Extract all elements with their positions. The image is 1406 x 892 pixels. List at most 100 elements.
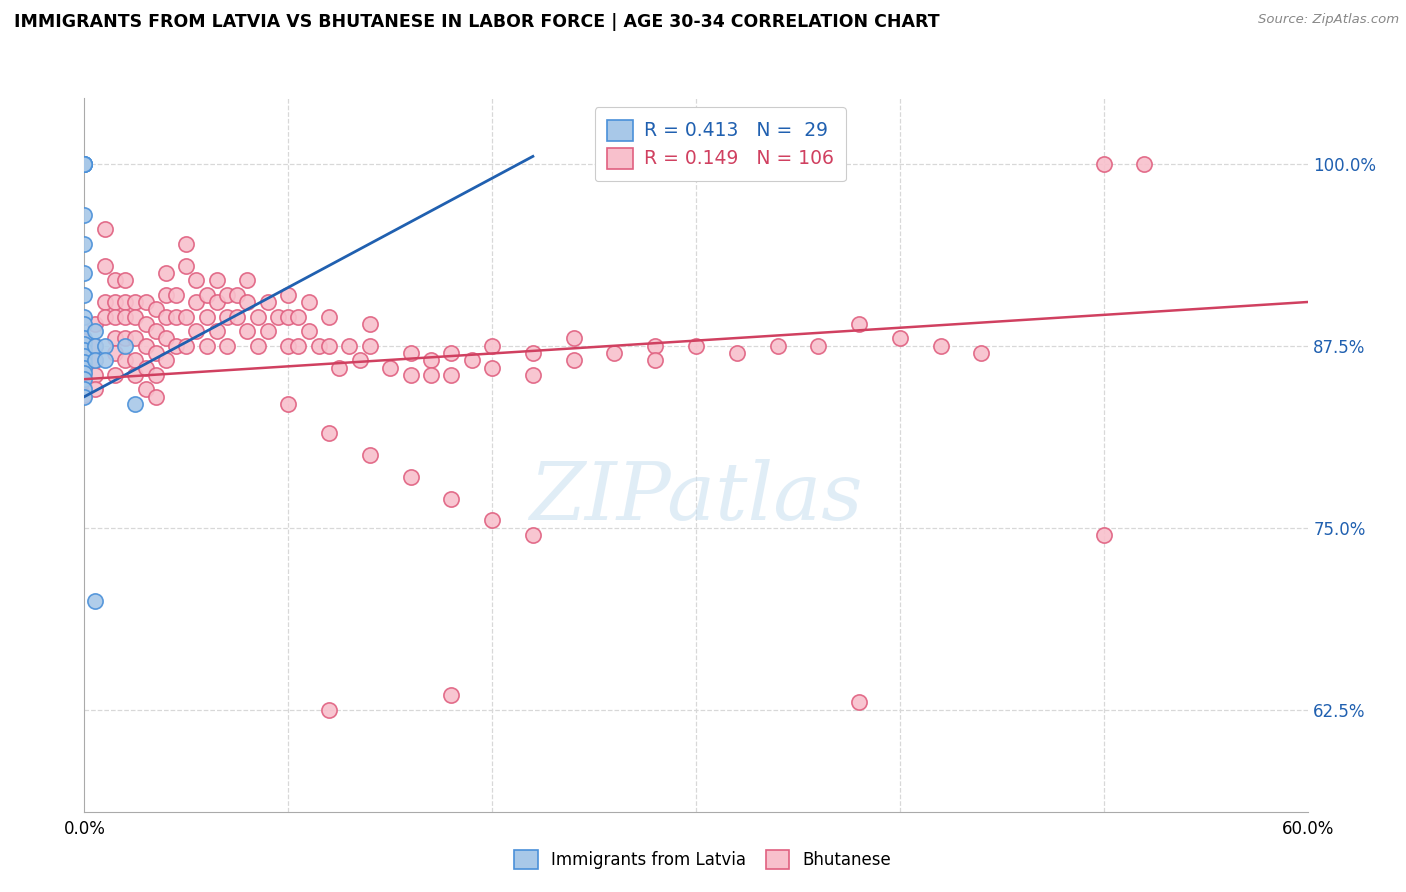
Point xyxy=(104,295,127,310)
Point xyxy=(145,368,167,382)
Point xyxy=(277,397,299,411)
Point xyxy=(522,528,544,542)
Point xyxy=(73,236,96,251)
Point xyxy=(1092,156,1115,170)
Point xyxy=(685,339,707,353)
Point xyxy=(318,703,340,717)
Point xyxy=(145,324,167,338)
Point xyxy=(205,273,228,287)
Point xyxy=(522,368,544,382)
Point xyxy=(83,339,105,353)
Point xyxy=(73,208,96,222)
Point xyxy=(73,372,96,386)
Point xyxy=(73,156,96,170)
Point xyxy=(1133,156,1156,170)
Point xyxy=(1092,528,1115,542)
Point xyxy=(83,324,105,338)
Point xyxy=(165,287,187,301)
Point xyxy=(155,266,177,280)
Point xyxy=(73,156,96,170)
Point xyxy=(186,324,208,338)
Point xyxy=(603,346,626,360)
Point xyxy=(114,273,136,287)
Point xyxy=(135,383,157,397)
Point xyxy=(73,310,96,324)
Point xyxy=(135,317,157,331)
Point xyxy=(522,346,544,360)
Point xyxy=(287,310,309,324)
Point xyxy=(145,346,167,360)
Point xyxy=(93,310,117,324)
Point xyxy=(176,259,198,273)
Point xyxy=(93,295,117,310)
Point xyxy=(73,343,96,357)
Point xyxy=(257,324,280,338)
Point xyxy=(287,339,309,353)
Point xyxy=(236,324,259,338)
Point xyxy=(145,302,167,317)
Point xyxy=(165,339,187,353)
Point xyxy=(145,390,167,404)
Point xyxy=(93,259,117,273)
Point xyxy=(155,287,177,301)
Point xyxy=(277,287,299,301)
Point xyxy=(481,360,503,375)
Point xyxy=(848,317,870,331)
Point xyxy=(73,349,96,363)
Point xyxy=(114,353,136,368)
Point xyxy=(73,388,96,402)
Point xyxy=(481,339,503,353)
Point xyxy=(195,339,218,353)
Point xyxy=(155,331,177,345)
Point xyxy=(277,339,299,353)
Point xyxy=(104,310,127,324)
Point xyxy=(226,287,249,301)
Point xyxy=(644,353,666,368)
Point xyxy=(73,343,96,357)
Point xyxy=(328,360,350,375)
Point xyxy=(73,383,96,397)
Point xyxy=(246,339,269,353)
Point xyxy=(349,353,371,368)
Point xyxy=(83,353,105,368)
Point xyxy=(359,448,381,462)
Point xyxy=(246,310,269,324)
Point xyxy=(562,353,585,368)
Point xyxy=(217,310,239,324)
Point xyxy=(83,317,105,331)
Point xyxy=(440,368,463,382)
Point xyxy=(440,688,463,702)
Point xyxy=(440,491,463,506)
Point xyxy=(176,339,198,353)
Point xyxy=(135,295,157,310)
Point xyxy=(124,295,146,310)
Legend: R = 0.413   N =  29, R = 0.149   N = 106: R = 0.413 N = 29, R = 0.149 N = 106 xyxy=(595,107,846,181)
Point xyxy=(205,295,228,310)
Text: Source: ZipAtlas.com: Source: ZipAtlas.com xyxy=(1258,13,1399,27)
Point xyxy=(195,310,218,324)
Point xyxy=(73,353,96,368)
Point xyxy=(104,273,127,287)
Point xyxy=(176,236,198,251)
Point xyxy=(399,346,422,360)
Point xyxy=(298,324,321,338)
Point xyxy=(73,337,96,351)
Point xyxy=(267,310,290,324)
Point xyxy=(380,360,402,375)
Point xyxy=(93,353,117,368)
Point xyxy=(73,367,96,381)
Point xyxy=(420,368,443,382)
Point xyxy=(73,331,96,345)
Point xyxy=(318,339,340,353)
Legend: Immigrants from Latvia, Bhutanese: Immigrants from Latvia, Bhutanese xyxy=(505,840,901,880)
Point xyxy=(644,339,666,353)
Point xyxy=(257,295,280,310)
Point xyxy=(562,331,585,345)
Point xyxy=(236,273,259,287)
Point xyxy=(104,368,127,382)
Point xyxy=(73,287,96,301)
Point xyxy=(155,353,177,368)
Point xyxy=(481,513,503,527)
Text: ZIPatlas: ZIPatlas xyxy=(529,459,863,536)
Point xyxy=(217,339,239,353)
